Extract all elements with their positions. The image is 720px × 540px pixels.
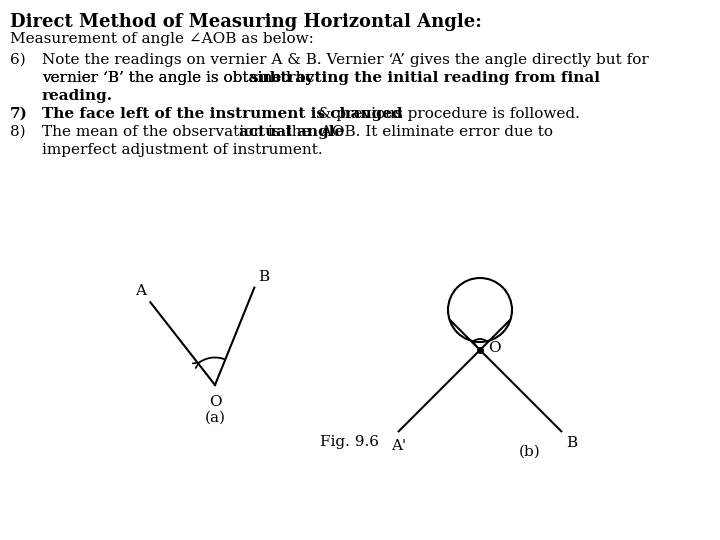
Text: A: A [135,284,146,298]
Text: Fig. 9.6: Fig. 9.6 [320,435,379,449]
Text: B: B [258,269,269,284]
Text: actual angle: actual angle [239,125,344,139]
Text: B: B [567,436,577,450]
Text: 6): 6) [10,53,26,67]
Text: vernier ‘B’ the angle is obtained by: vernier ‘B’ the angle is obtained by [42,71,319,85]
Text: Direct Method of Measuring Horizontal Angle:: Direct Method of Measuring Horizontal An… [10,13,482,31]
Text: vernier ‘B’ the angle is obtained by: vernier ‘B’ the angle is obtained by [42,71,319,85]
Text: (b): (b) [519,445,541,459]
Text: The mean of the observation is the: The mean of the observation is the [42,125,315,139]
Text: Note the readings on vernier A & B. Vernier ‘A’ gives the angle directly but for: Note the readings on vernier A & B. Vern… [42,53,649,67]
Text: 8): 8) [10,125,26,139]
Text: (a): (a) [204,411,225,425]
Text: O: O [488,341,500,355]
Text: imperfect adjustment of instrument.: imperfect adjustment of instrument. [42,143,323,157]
Text: A': A' [391,440,406,453]
Text: & previous procedure is followed.: & previous procedure is followed. [313,107,580,121]
Text: subtracting the initial reading from final: subtracting the initial reading from fin… [250,71,600,85]
Text: reading.: reading. [42,89,113,103]
Text: O: O [209,395,221,409]
Text: 7): 7) [10,107,28,121]
Text: The face left of the instrument is changed: The face left of the instrument is chang… [42,107,402,121]
Text: AOB. It eliminate error due to: AOB. It eliminate error due to [316,125,553,139]
Text: Measurement of angle ∠AOB as below:: Measurement of angle ∠AOB as below: [10,32,314,46]
